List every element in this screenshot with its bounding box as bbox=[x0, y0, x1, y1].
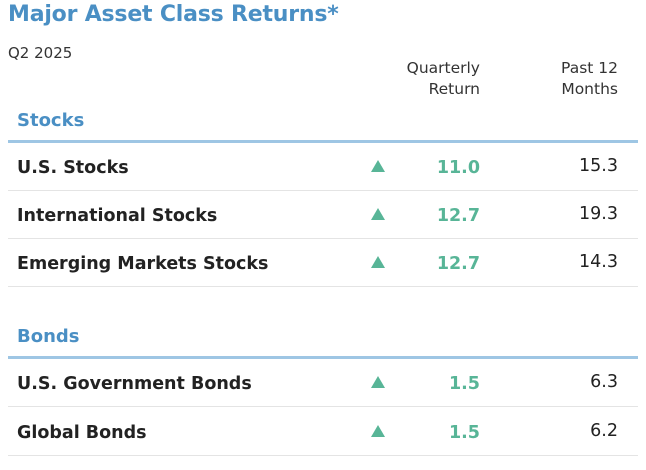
table-row: Emerging Markets Stocks 12.7 14.3 bbox=[8, 239, 638, 287]
column-header-line: Return bbox=[428, 80, 480, 98]
up-triangle-icon bbox=[371, 208, 385, 220]
section-title-stocks: Stocks bbox=[17, 110, 85, 131]
table-row: U.S. Stocks 11.0 15.3 bbox=[8, 143, 638, 191]
column-header-line: Past 12 bbox=[561, 59, 618, 77]
column-header-quarterly-return: Quarterly Return bbox=[360, 58, 480, 100]
up-triangle-icon bbox=[371, 256, 385, 268]
row-label: International Stocks bbox=[17, 206, 218, 226]
past-12-months-value: 6.2 bbox=[590, 421, 618, 441]
past-12-months-value: 19.3 bbox=[579, 204, 618, 224]
table-row: U.S. Government Bonds 1.5 6.3 bbox=[8, 359, 638, 407]
chart-title: Major Asset Class Returns* bbox=[8, 2, 339, 27]
quarterly-return-value: 1.5 bbox=[448, 423, 480, 443]
up-triangle-icon bbox=[371, 425, 385, 437]
section-divider bbox=[8, 356, 638, 359]
row-divider bbox=[8, 238, 638, 239]
column-header-line: Quarterly bbox=[406, 59, 480, 77]
column-header-line: Months bbox=[561, 80, 618, 98]
column-header-past-12-months: Past 12 Months bbox=[500, 58, 618, 100]
past-12-months-value: 14.3 bbox=[579, 252, 618, 272]
row-label: Global Bonds bbox=[17, 423, 147, 443]
row-label: Emerging Markets Stocks bbox=[17, 254, 269, 274]
row-label: U.S. Stocks bbox=[17, 158, 129, 178]
chart-subtitle: Q2 2025 bbox=[8, 44, 73, 62]
quarterly-return-value: 12.7 bbox=[436, 254, 480, 274]
quarterly-return-value: 11.0 bbox=[436, 158, 480, 178]
row-divider bbox=[8, 406, 638, 407]
up-triangle-icon bbox=[371, 160, 385, 172]
up-triangle-icon bbox=[371, 376, 385, 388]
row-divider bbox=[8, 190, 638, 191]
row-label: U.S. Government Bonds bbox=[17, 374, 252, 394]
row-divider bbox=[8, 286, 638, 287]
past-12-months-value: 15.3 bbox=[579, 156, 618, 176]
row-divider bbox=[8, 455, 638, 456]
quarterly-return-value: 12.7 bbox=[436, 206, 480, 226]
table-row: International Stocks 12.7 19.3 bbox=[8, 191, 638, 239]
past-12-months-value: 6.3 bbox=[590, 372, 618, 392]
table-row: Global Bonds 1.5 6.2 bbox=[8, 408, 638, 456]
section-title-bonds: Bonds bbox=[17, 326, 80, 347]
section-divider bbox=[8, 140, 638, 143]
quarterly-return-value: 1.5 bbox=[448, 374, 480, 394]
